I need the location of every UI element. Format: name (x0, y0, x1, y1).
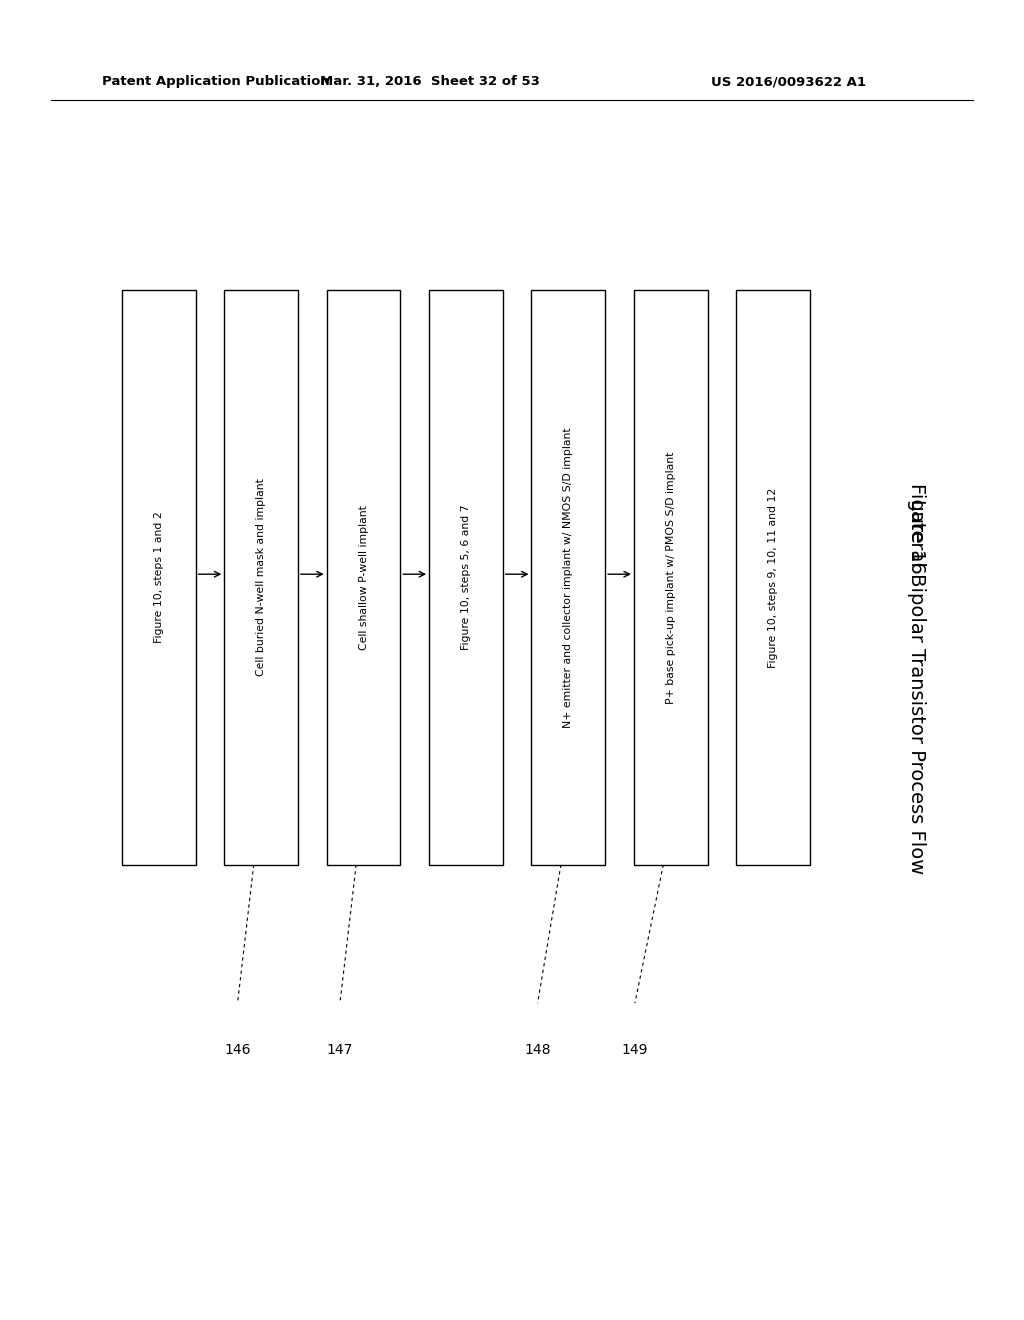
Bar (736, 290, 810, 865)
Text: 149: 149 (622, 1043, 648, 1057)
Text: Lateral Bipolar Transistor Process Flow: Lateral Bipolar Transistor Process Flow (907, 499, 926, 874)
Text: Cell buried N-well mask and implant: Cell buried N-well mask and implant (256, 479, 266, 676)
Text: Figure 10, steps 1 and 2: Figure 10, steps 1 and 2 (154, 512, 164, 643)
Text: Cell shallow P-well implant: Cell shallow P-well implant (358, 506, 369, 649)
Bar (429, 290, 503, 865)
Text: Figure 10, steps 9, 10, 11 and 12: Figure 10, steps 9, 10, 11 and 12 (768, 487, 778, 668)
Bar (327, 290, 400, 865)
Bar (122, 290, 196, 865)
Text: N+ emitter and collector implant w/ NMOS S/D implant: N+ emitter and collector implant w/ NMOS… (563, 428, 573, 727)
Text: Figure 10, steps 5, 6 and 7: Figure 10, steps 5, 6 and 7 (461, 504, 471, 651)
Text: Mar. 31, 2016  Sheet 32 of 53: Mar. 31, 2016 Sheet 32 of 53 (321, 75, 540, 88)
Text: US 2016/0093622 A1: US 2016/0093622 A1 (711, 75, 866, 88)
Text: P+ base pick-up implant w/ PMOS S/D implant: P+ base pick-up implant w/ PMOS S/D impl… (666, 451, 676, 704)
Bar (634, 290, 708, 865)
Text: Patent Application Publication: Patent Application Publication (102, 75, 330, 88)
Bar (531, 290, 605, 865)
Text: 148: 148 (524, 1043, 551, 1057)
Bar (224, 290, 298, 865)
Text: 147: 147 (327, 1043, 353, 1057)
Text: Figure 16: Figure 16 (907, 483, 926, 573)
Text: 146: 146 (224, 1043, 251, 1057)
